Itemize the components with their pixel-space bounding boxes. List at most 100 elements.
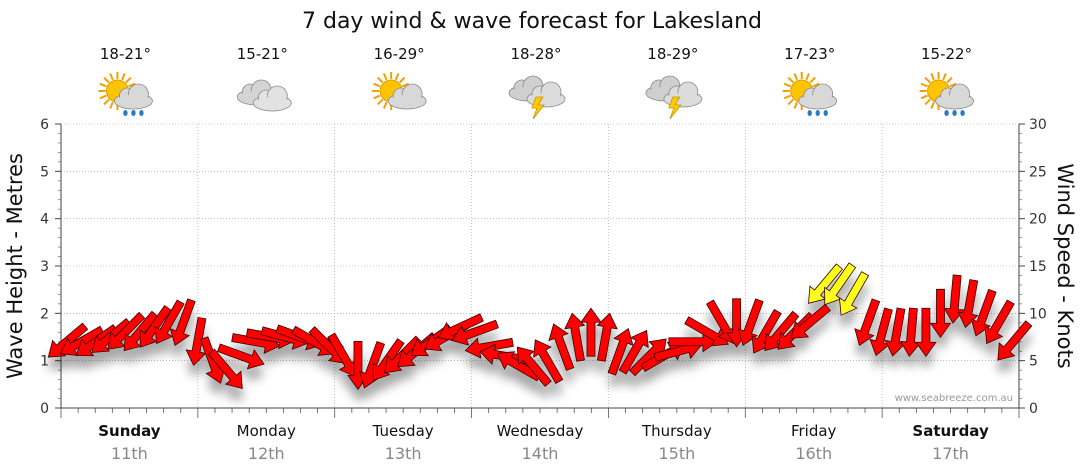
wind-arrow	[533, 339, 564, 384]
day-date: 17th	[932, 444, 969, 463]
sun-ray	[373, 94, 381, 100]
sun-ray	[783, 94, 792, 100]
wind-arrow-shape	[217, 343, 265, 370]
wind-arrow-shape	[580, 307, 602, 357]
lightning-bolt	[531, 96, 545, 120]
wind-arrow-shape	[957, 279, 979, 329]
storm-icon	[645, 75, 703, 120]
sun-cloud-rain-icon	[919, 72, 974, 116]
sun-ray	[812, 82, 820, 88]
wind-arrow-shape	[970, 288, 997, 337]
cloud-icon	[252, 85, 292, 112]
wind-arrow	[207, 348, 243, 390]
sun-ray	[924, 98, 931, 106]
wind-arrow-shape	[943, 274, 965, 324]
sun-ray	[787, 98, 794, 106]
chart-title: 7 day wind & wave forecast for Lakesland	[302, 9, 762, 34]
sun-ray	[809, 76, 816, 84]
wind-arrow	[217, 343, 265, 370]
wind-arrow-shape	[154, 299, 185, 345]
wind-arrow	[169, 298, 196, 346]
rain-drop	[815, 110, 820, 116]
wind-arrow-shape	[737, 298, 764, 346]
left-tick-label: 6	[40, 117, 49, 133]
sun-ray	[382, 101, 388, 109]
wind-arrow-shape	[548, 323, 575, 371]
day-labels: Sunday 11th Monday 12th Tuesday 13th Wednesday…	[98, 422, 989, 463]
rain-drops	[807, 110, 828, 116]
wind-arrow-shape	[984, 299, 1015, 345]
cloud-fill	[937, 95, 972, 107]
wind-arrow-shape	[915, 307, 937, 357]
wind-arrow-shape	[684, 316, 729, 347]
sun-ray	[109, 101, 114, 109]
wind-arrow-shape	[185, 316, 207, 367]
sun-ray	[946, 76, 953, 84]
day-date: 15th	[658, 444, 695, 463]
day-name: Friday	[791, 422, 837, 440]
wind-arrow	[618, 329, 649, 375]
sun-ray	[125, 76, 132, 84]
wind-arrow-shape	[516, 346, 552, 387]
right-tick-label: 0	[1029, 401, 1038, 417]
left-tick-label: 4	[40, 212, 49, 228]
cloud-icon	[387, 83, 427, 110]
rain-drop	[823, 110, 828, 116]
wind-arrow-shape	[997, 320, 1033, 361]
temperature-label: 17-23°	[784, 45, 835, 63]
sun-ray	[793, 101, 799, 109]
wind-arrow	[580, 307, 602, 357]
right-axis-title: Wind Speed - Knots	[1053, 163, 1077, 368]
left-tick-label: 1	[40, 354, 49, 370]
sun-ray	[401, 82, 410, 88]
wind-arrow-shape	[169, 298, 196, 346]
weather-icons	[98, 72, 974, 120]
sun-ray	[930, 101, 935, 109]
temperature-label: 18-28°	[510, 45, 561, 63]
right-axis-ticks: 0 5 10 15 20 25 30	[1019, 117, 1047, 417]
wind-arrow	[154, 299, 185, 345]
rain-drop	[944, 110, 949, 116]
day-date: 14th	[522, 444, 559, 463]
temperature-label: 18-29°	[647, 45, 698, 63]
cloud-fill	[390, 95, 425, 107]
wind-arrow-shape	[929, 288, 952, 339]
gridlines	[60, 123, 1020, 418]
right-tick-label: 25	[1029, 164, 1047, 180]
wind-arrow-shape	[618, 329, 649, 375]
right-tick-label: 15	[1029, 259, 1047, 275]
sun-ray	[377, 98, 384, 106]
wind-arrow-shape	[564, 312, 586, 362]
day-date: 16th	[795, 444, 832, 463]
sun-ray	[377, 76, 384, 84]
wind-arrow-shape	[207, 348, 243, 390]
day-name: Thursday	[641, 422, 712, 440]
sun-cloud-icon	[372, 72, 427, 110]
day-date: 13th	[385, 444, 422, 463]
cloud-fill	[800, 95, 835, 107]
day-date: 11th	[111, 444, 148, 463]
sun-ray	[99, 82, 107, 88]
sun-ray	[109, 73, 114, 81]
wind-arrow	[548, 323, 575, 371]
wind-arrow	[915, 307, 937, 357]
wind-arrow	[564, 312, 586, 362]
left-axis-title: Wave Height - Metres	[3, 153, 27, 379]
wind-arrow	[929, 288, 952, 339]
wind-arrow	[185, 316, 207, 367]
day-name: Monday	[237, 422, 296, 440]
wind-arrow	[451, 319, 499, 346]
sun-ray	[920, 94, 928, 100]
day-name: Tuesday	[372, 422, 434, 440]
sun-ray	[930, 73, 935, 81]
wind-arrow-shape	[607, 328, 634, 376]
wind-arrow-shape	[854, 298, 881, 346]
day-date: 12th	[248, 444, 285, 463]
wind-arrow	[984, 299, 1015, 345]
temperature-label: 15-21°	[237, 45, 288, 63]
wind-arrow-shape	[533, 339, 564, 384]
credit-text: www.seabreeze.com.au	[895, 393, 1013, 404]
temperature-label: 15-22°	[921, 45, 972, 63]
sun-ray	[99, 94, 107, 100]
